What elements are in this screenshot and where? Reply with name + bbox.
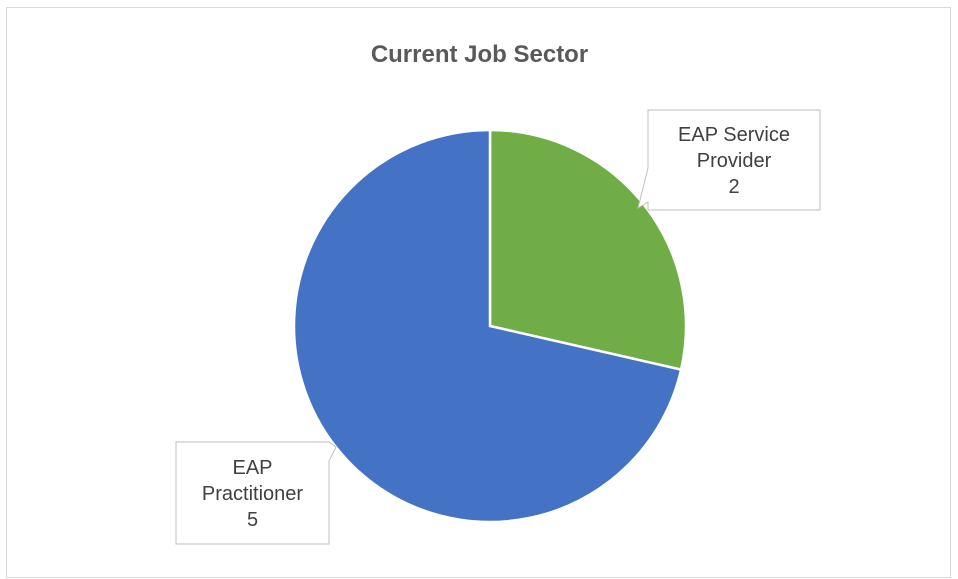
data-label-value: 5 bbox=[247, 509, 258, 531]
chart-title: Current Job Sector bbox=[370, 41, 589, 68]
data-label-callout: EAP Service Provider 2 bbox=[637, 109, 821, 211]
data-label-callout: EAP Practitioner 5 bbox=[175, 441, 337, 545]
data-label-category: Provider bbox=[697, 150, 772, 172]
data-label-category: EAP Service bbox=[678, 124, 790, 146]
callout-box bbox=[175, 441, 337, 545]
callout-box bbox=[637, 109, 821, 211]
data-label-category: Practitioner bbox=[202, 483, 303, 505]
data-label-value: 2 bbox=[728, 176, 739, 198]
data-label-category: EAP bbox=[232, 457, 272, 479]
pie-slice-eap-practitioner bbox=[292, 128, 683, 524]
